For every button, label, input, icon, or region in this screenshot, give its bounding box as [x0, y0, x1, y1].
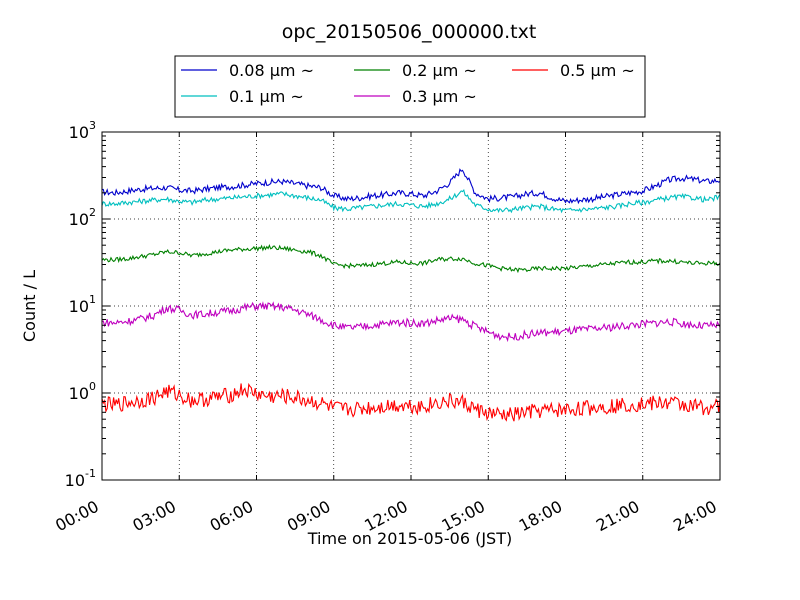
x-tick-label: 24:00 — [670, 497, 720, 535]
y-tick-label: 100 — [69, 380, 96, 403]
y-tick-label: 102 — [69, 206, 96, 229]
series-line-4 — [101, 382, 721, 422]
legend-label: 0.08 μm ~ — [229, 61, 314, 80]
series-line-0 — [101, 168, 721, 205]
x-tick-label: 03:00 — [129, 497, 179, 535]
x-tick-label: 00:00 — [52, 497, 102, 535]
legend-label: 0.5 μm ~ — [560, 61, 635, 80]
grid — [102, 132, 720, 480]
y-tick-label: 101 — [69, 293, 96, 316]
legend-box — [174, 55, 646, 118]
y-axis-label: Count / L — [20, 270, 39, 342]
x-axis-label: Time on 2015-05-06 (JST) — [307, 529, 512, 548]
legend-label: 0.2 μm ~ — [402, 61, 477, 80]
series-line-3 — [101, 301, 721, 343]
series-line-1 — [101, 188, 721, 214]
x-tick-label: 21:00 — [593, 497, 643, 535]
legend-label: 0.3 μm ~ — [402, 87, 477, 106]
series-line-2 — [101, 244, 721, 274]
y-tick-label: 10-1 — [65, 467, 96, 490]
legend-label: 0.1 μm ~ — [229, 87, 304, 106]
x-tick-label: 18:00 — [516, 497, 566, 535]
x-tick-label: 06:00 — [207, 497, 257, 535]
series-layer — [101, 168, 721, 422]
chart-title: opc_20150506_000000.txt — [282, 21, 537, 43]
legend: 0.08 μm ~ 0.1 μm ~ 0.2 μm ~ 0.3 μm ~ 0.5 μm … — [174, 55, 646, 118]
y-tick-label: 103 — [69, 119, 96, 142]
